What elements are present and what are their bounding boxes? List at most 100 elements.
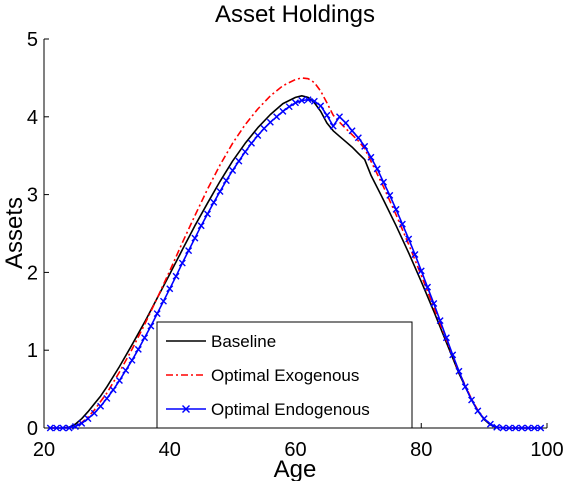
data-point-marker	[235, 157, 243, 165]
data-point-marker	[222, 177, 230, 185]
data-point-marker	[392, 205, 400, 213]
data-point-marker	[348, 127, 356, 135]
data-point-marker	[317, 102, 325, 110]
data-point-marker	[159, 297, 167, 305]
legend-label: Optimal Endogenous	[211, 400, 370, 419]
data-point-marker	[323, 111, 331, 119]
data-point-marker	[279, 107, 287, 115]
data-point-marker	[405, 235, 413, 243]
data-point-marker	[254, 131, 262, 139]
data-point-marker	[512, 424, 520, 432]
data-point-marker	[166, 285, 174, 293]
data-point-marker	[361, 142, 369, 150]
data-point-marker	[128, 356, 136, 364]
data-point-marker	[298, 96, 306, 104]
data-point-marker	[197, 222, 205, 230]
x-tick-label: 60	[284, 439, 306, 461]
legend-item: Baseline	[166, 332, 276, 351]
data-point-marker	[115, 377, 123, 385]
data-point-marker	[480, 415, 488, 423]
legend-item: Optimal Endogenous	[166, 400, 370, 419]
data-point-marker	[103, 394, 111, 402]
data-point-marker	[260, 124, 268, 132]
data-point-marker	[524, 424, 532, 432]
data-point-marker	[430, 300, 438, 308]
data-point-marker	[46, 424, 54, 432]
data-point-marker	[273, 113, 281, 121]
data-point-marker	[84, 415, 92, 423]
data-point-marker	[182, 405, 190, 413]
data-point-marker	[292, 99, 299, 107]
legend-item: Optimal Exogenous	[166, 366, 359, 385]
data-point-marker	[172, 272, 180, 280]
data-point-marker	[380, 178, 388, 186]
data-point-marker	[474, 407, 482, 415]
data-point-marker	[210, 198, 218, 206]
x-tick-label: 100	[530, 439, 563, 461]
data-point-marker	[304, 96, 312, 104]
x-axis-label: Age	[274, 456, 317, 481]
data-point-marker	[191, 234, 199, 242]
data-point-marker	[241, 148, 249, 156]
data-point-marker	[147, 322, 155, 330]
data-point-marker	[461, 383, 469, 391]
data-point-marker	[442, 334, 450, 342]
chart-title: Asset Holdings	[215, 1, 375, 28]
data-point-marker	[203, 210, 211, 218]
data-point-marker	[499, 424, 507, 432]
data-point-marker	[185, 247, 193, 255]
data-point-marker	[493, 423, 501, 431]
data-point-marker	[411, 251, 419, 259]
data-point-marker	[505, 424, 513, 432]
data-point-marker	[329, 122, 337, 130]
data-point-marker	[518, 424, 526, 432]
x-tick-label: 20	[33, 439, 55, 461]
data-point-marker	[424, 283, 432, 291]
y-axis-label: Assets	[1, 197, 28, 269]
data-point-marker	[65, 424, 73, 432]
data-point-marker	[373, 165, 381, 173]
data-point-marker	[367, 153, 375, 161]
plot-area	[43, 39, 547, 432]
x-tick-label: 80	[410, 439, 432, 461]
data-point-marker	[216, 187, 224, 195]
data-point-marker	[398, 220, 406, 228]
data-point-marker	[354, 134, 362, 142]
data-point-marker	[266, 118, 274, 126]
data-point-marker	[530, 424, 538, 432]
data-point-marker	[53, 424, 61, 432]
x-tick-label: 40	[159, 439, 181, 461]
legend: Baseline Optimal Exogenous Optimal Endogen…	[156, 321, 413, 429]
data-point-marker	[122, 366, 130, 374]
data-point-marker	[71, 422, 79, 430]
data-point-marker	[449, 351, 457, 359]
data-point-marker	[78, 419, 86, 427]
data-point-marker	[109, 386, 117, 394]
y-tick-label: 2	[27, 262, 38, 284]
data-point-marker	[336, 113, 344, 121]
data-point-marker	[455, 367, 463, 375]
data-point-marker	[342, 119, 350, 127]
y-tick-label: 1	[27, 340, 38, 362]
data-point-marker	[178, 259, 186, 267]
y-tick-label: 0	[27, 418, 38, 440]
axis-ticks: 20 40 60 80 100 0 1 2 3 4 5	[27, 29, 564, 461]
data-point-marker	[153, 310, 161, 318]
data-point-marker	[134, 345, 142, 353]
y-tick-label: 3	[27, 185, 38, 207]
y-tick-label: 4	[27, 107, 38, 129]
data-point-marker	[386, 191, 394, 199]
data-point-marker	[436, 317, 444, 325]
legend-label: Baseline	[211, 332, 276, 351]
data-point-marker	[229, 166, 237, 174]
data-point-marker	[537, 424, 545, 432]
data-point-marker	[247, 139, 255, 147]
data-point-marker	[310, 97, 318, 105]
data-point-marker	[285, 103, 293, 111]
data-point-marker	[90, 409, 98, 417]
data-point-marker	[141, 334, 149, 342]
y-tick-label: 5	[27, 29, 38, 51]
data-point-marker	[417, 267, 425, 275]
data-point-marker	[486, 420, 494, 428]
